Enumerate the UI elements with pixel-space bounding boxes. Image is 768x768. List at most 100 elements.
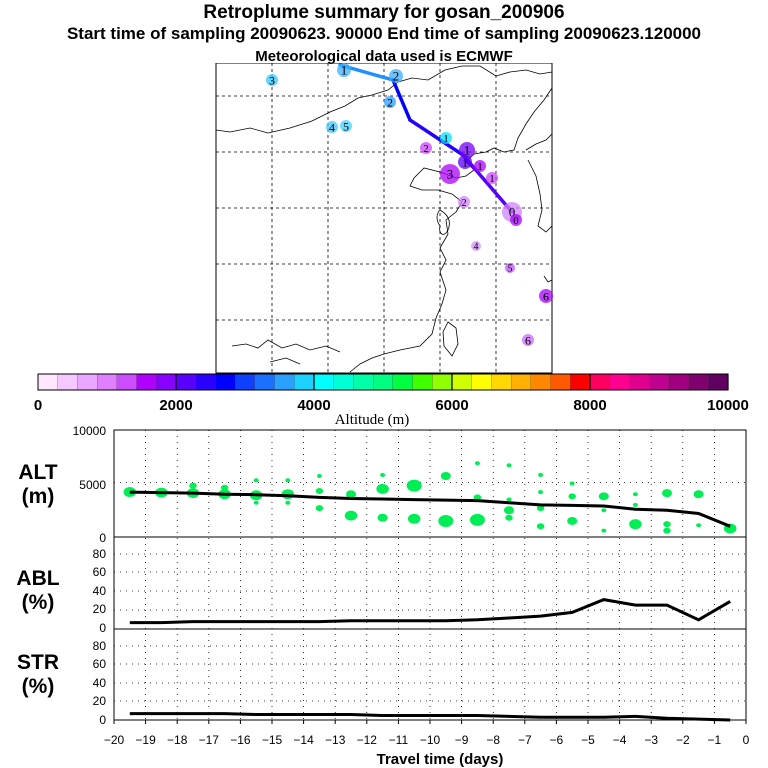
colorbar-cell [254,373,276,391]
map-marker-dot [522,334,534,346]
colorbar-cell [668,373,690,391]
plume-track-segment [408,118,465,157]
colorbar-cell [471,373,493,391]
plume-cluster-dot [506,463,512,468]
plume-cluster-dot [376,483,389,494]
alt-tick-0: 0 [99,531,106,545]
plume-cluster-dot [377,513,388,522]
map-marker: 1 [486,172,498,185]
x-tick-label: −1 [708,733,722,747]
alt-mean-line [129,490,731,528]
map-marker-label: 0 [513,215,519,227]
colorbar-cell [313,373,335,391]
colorbar-cell [629,373,650,391]
map-marker-label: 3 [269,73,275,87]
plume-cluster-dot [220,484,229,491]
map-marker: 2 [389,69,403,84]
colorbar-label: Altitude (m) [335,412,410,428]
map-marker-dot [389,69,403,83]
plume-cluster-dot [407,513,421,524]
map-marker-label: 5 [343,119,349,133]
map-marker-dot [420,142,432,154]
plume-cluster-dot [569,481,575,486]
colorbar-cells [37,373,729,391]
colorbar-cell [412,373,433,391]
x-tick-label: −14 [293,733,314,747]
plume-track-segment [391,78,412,122]
map-marker: 1 [440,132,452,145]
colorbar-cell [550,373,571,391]
colorbar-cell [570,373,591,391]
map-frame [215,62,553,374]
map-marker: 2 [458,196,470,209]
x-tick-label: −11 [389,733,409,747]
str-tick-80: 80 [93,639,107,653]
map-marker-label: 1 [443,133,449,145]
plume-cluster-dot [536,505,545,512]
map-marker-label: 1 [477,161,483,173]
colorbar-cell [688,373,709,391]
x-tick-label: −5 [581,733,595,747]
colorbar-tick-label: 8000 [573,397,606,414]
x-tick-label: −7 [518,733,532,747]
plume-cluster-dot [123,487,137,498]
map-grid [216,63,552,373]
str-tick-0: 0 [99,713,106,727]
plume-cluster-dot [189,482,197,489]
map-marker-dot [471,241,481,251]
plume-cluster-dot [316,474,322,479]
x-tick-label: −6 [550,733,564,747]
abl-tick-80: 80 [93,547,107,561]
colorbar-cell [37,373,59,391]
map-marker-dot [539,289,553,303]
map-marker: 1 [474,160,486,173]
colorbar-cell [96,373,118,391]
map-marker-dot [459,142,475,158]
map-marker-dot [440,164,460,184]
colorbar-cell [609,373,631,391]
map-marker: 3 [440,164,460,184]
x-tick-label: −9 [455,733,469,747]
map-marker: 4 [471,241,481,253]
colorbar-cell [333,373,355,391]
map-marker-label: 3 [447,167,454,182]
map-marker: 4 [326,120,338,134]
map-marker-label: 1 [341,63,348,78]
plume-cluster-dot [438,514,454,527]
abl-line [129,598,731,625]
x-axis-tick-labels: −20 −19 −18 −17 −16 −15 −14 −13 −12 −11 −10 −9 −8 −7−… [104,720,750,747]
map-marker-label: 5 [508,264,513,275]
colorbar-cell [432,373,453,391]
map-marker-label: 2 [387,95,393,109]
colorbar-cell [195,373,217,391]
colorbar-cell [372,373,394,391]
plume-cluster-dot [568,493,576,500]
plume-cluster-dot [693,490,704,499]
plume-cluster-dot [344,510,358,521]
plume-cluster-dot [253,478,259,483]
abl-tick-0: 0 [99,621,106,635]
plume-cluster-dot [473,494,482,501]
map-marker-dot [474,160,486,172]
plume-cluster-dot [696,523,702,528]
colorbar-tick-label: 2000 [159,397,192,414]
x-tick-label: −3 [644,733,658,747]
altitude-colorbar: 0 2000 4000 6000 8000 10000 Altitude (m) [34,373,749,428]
plume-cluster-dot [346,490,356,499]
x-tick-label: −2 [676,733,690,747]
map-marker-label: 0 [509,205,516,220]
x-tick-label: −17 [199,733,220,747]
map-marker-label: 4 [329,120,335,134]
map-marker-label: 2 [393,69,400,84]
colorbar-cell [215,373,236,391]
x-tick-label: 0 [743,733,750,747]
map-marker: 1 [459,142,475,158]
time-gridlines [114,430,746,720]
colorbar-cell [708,373,729,391]
colorbar-cell [530,373,552,391]
colorbar-tick-label: 0 [34,397,42,414]
plume-cluster-dot [663,521,671,528]
plume-cluster-dot [474,461,480,466]
colorbar-cell [589,373,611,391]
